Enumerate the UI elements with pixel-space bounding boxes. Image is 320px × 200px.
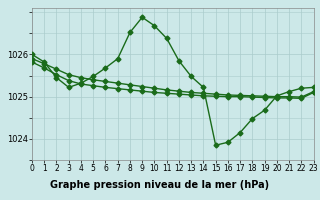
Text: Graphe pression niveau de la mer (hPa): Graphe pression niveau de la mer (hPa) [51, 180, 269, 190]
